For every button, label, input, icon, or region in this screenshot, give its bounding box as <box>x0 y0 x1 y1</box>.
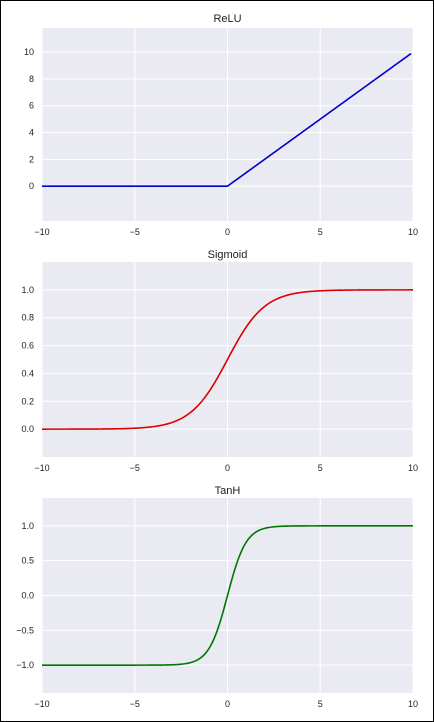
x-tick-label: 5 <box>318 227 323 237</box>
y-tick-label: −0.5 <box>16 625 34 635</box>
chart-title: Sigmoid <box>208 249 248 261</box>
y-tick-label: 0.4 <box>21 368 34 378</box>
y-tick-label: 0.8 <box>21 313 34 323</box>
x-tick-label: 10 <box>408 227 418 237</box>
y-tick-label: 1.0 <box>21 285 34 295</box>
x-tick-label: −5 <box>130 463 140 473</box>
chart-tanh: TanH −10 −5 0 5 10 −1.0 −0.5 0.0 0.5 1.0 <box>16 485 418 709</box>
y-tick-label: 0.5 <box>21 556 34 566</box>
y-tick-label: 8 <box>29 74 34 84</box>
y-tick-label: 6 <box>29 101 34 111</box>
y-tick-label: 0.2 <box>21 396 34 406</box>
x-tick-label: −5 <box>130 699 140 709</box>
x-tick-label: −10 <box>34 227 49 237</box>
x-tick-label: −5 <box>130 227 140 237</box>
series-line <box>42 289 413 430</box>
x-tick-label: −10 <box>34 463 49 473</box>
x-tick-label: −10 <box>34 699 49 709</box>
y-tick-label: −1.0 <box>16 660 34 670</box>
x-tick-label: 10 <box>408 699 418 709</box>
x-tick-label: 10 <box>408 463 418 473</box>
series-line <box>42 52 412 187</box>
y-tick-label: 1.0 <box>21 521 34 531</box>
x-tick-label: 0 <box>225 699 230 709</box>
x-tick-label: 5 <box>318 699 323 709</box>
series-line <box>42 525 413 666</box>
chart-title: ReLU <box>213 13 241 25</box>
chart-sigmoid: Sigmoid −10 −5 0 5 10 0.0 0.2 0.4 0.6 0.8 1.0 <box>21 249 418 473</box>
y-tick-label: 10 <box>24 47 34 57</box>
y-tick-label: 0.0 <box>21 424 34 434</box>
chart-relu: ReLU −10 −5 0 5 10 0 2 4 6 8 10 <box>24 13 418 237</box>
x-tick-label: 0 <box>225 227 230 237</box>
x-tick-label: 0 <box>225 463 230 473</box>
y-tick-label: 0.6 <box>21 341 34 351</box>
chart-title: TanH <box>215 485 241 497</box>
y-tick-label: 4 <box>29 128 34 138</box>
x-tick-label: 5 <box>318 463 323 473</box>
y-tick-label: 0.0 <box>21 591 34 601</box>
y-tick-label: 2 <box>29 154 34 164</box>
y-tick-label: 0 <box>29 181 34 191</box>
